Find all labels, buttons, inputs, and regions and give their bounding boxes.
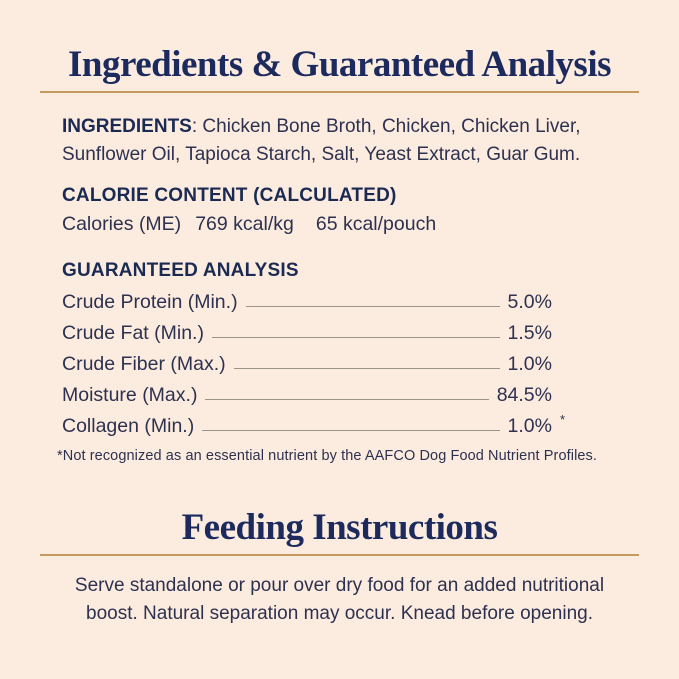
gold-divider (40, 91, 639, 93)
analysis-row-crude-protein: Crude Protein (Min.) 5.0% (62, 287, 552, 318)
ingredients-line-2: Sunflower Oil, Tapioca Starch, Salt, Yea… (62, 144, 581, 165)
leader-line (233, 368, 500, 369)
leader-line (245, 306, 500, 307)
analysis-row-value: 1.5% (507, 322, 552, 344)
analysis-row-label: Crude Fat (Min.) (62, 322, 204, 344)
analysis-row-crude-fiber: Crude Fiber (Max.) 1.0% (62, 349, 552, 380)
feeding-instructions-section: Feeding Instructions Serve standalone or… (0, 508, 679, 628)
ingredients-paragraph: INGREDIENTS: Chicken Bone Broth, Chicken… (62, 113, 617, 169)
footnote-marker: * (559, 412, 565, 427)
analysis-row-label: Crude Protein (Min.) (62, 291, 238, 313)
ingredients-analysis-content: INGREDIENTS: Chicken Bone Broth, Chicken… (0, 113, 679, 464)
ingredients-line-1-text: : Chicken Bone Broth, Chicken, Chicken L… (191, 116, 581, 137)
feeding-line-2: boost. Natural separation may occur. Kne… (86, 603, 593, 624)
calorie-per-pouch: 65 kcal/pouch (315, 213, 437, 235)
leader-line (211, 337, 500, 338)
analysis-row-label: Crude Fiber (Max.) (62, 353, 226, 375)
guaranteed-analysis-table: Crude Protein (Min.) 5.0% Crude Fat (Min… (62, 287, 565, 442)
analysis-row-value: 1.0% (507, 353, 552, 375)
calorie-label: Calories (ME) (62, 213, 182, 235)
ingredients-line-1: INGREDIENTS: Chicken Bone Broth, Chicken… (62, 113, 617, 141)
guaranteed-analysis-heading: GUARANTEED ANALYSIS (62, 260, 299, 281)
page-title: Ingredients & Guaranteed Analysis (67, 44, 612, 85)
analysis-row-label: Moisture (Max.) (62, 384, 198, 406)
ingredients-analysis-section: Ingredients & Guaranteed Analysis INGRED… (0, 44, 679, 464)
gold-divider (40, 554, 639, 556)
feeding-instructions-title: Feeding Instructions (181, 507, 498, 548)
analysis-row-value: 1.0% * (507, 412, 565, 437)
ingredients-heading: INGREDIENTS (62, 116, 192, 137)
analysis-row-value: 84.5% (496, 384, 552, 406)
feeding-line-1: Serve standalone or pour over dry food f… (74, 575, 605, 596)
aafco-footnote: *Not recognized as an essential nutrient… (57, 448, 598, 464)
feeding-instructions-text: Serve standalone or pour over dry food f… (0, 572, 679, 628)
analysis-row-moisture: Moisture (Max.) 84.5% (62, 380, 552, 411)
leader-line (205, 399, 489, 400)
calorie-line: Calories (ME) 769 kcal/kg 65 kcal/pouch (62, 211, 617, 238)
analysis-row-crude-fat: Crude Fat (Min.) 1.5% (62, 318, 552, 349)
calorie-content-heading: CALORIE CONTENT (CALCULATED) (62, 185, 397, 206)
analysis-row-value: 5.0% (507, 291, 552, 313)
leader-line (202, 430, 500, 431)
analysis-row-label: Collagen (Min.) (62, 415, 195, 437)
analysis-row-collagen: Collagen (Min.) 1.0% * (62, 411, 565, 442)
calorie-per-kg: 769 kcal/kg (195, 213, 294, 235)
